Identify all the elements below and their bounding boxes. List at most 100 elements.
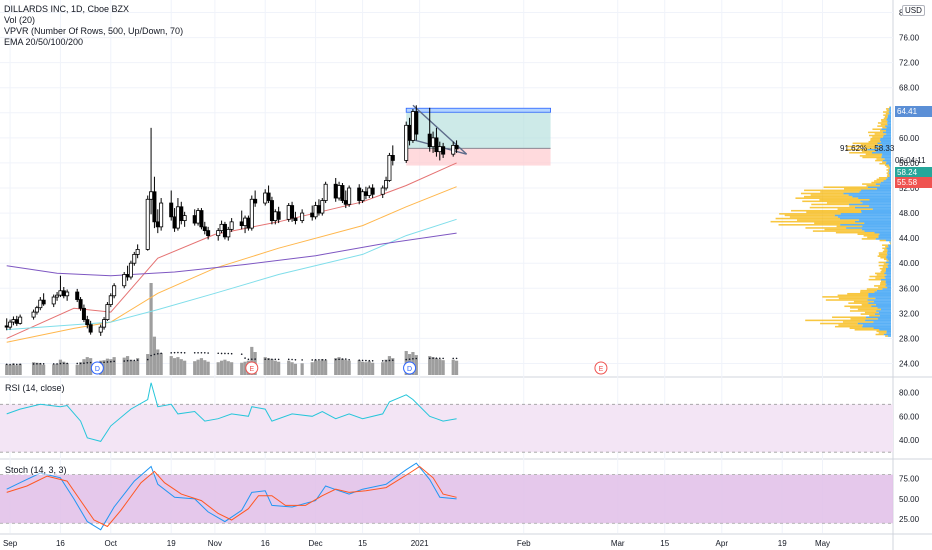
vpvr-up-row <box>889 173 891 176</box>
vpvr-down-row <box>797 219 859 221</box>
volume-ma-dot <box>146 358 149 361</box>
vpvr-down-row <box>870 137 881 140</box>
vpvr-up-row <box>862 225 891 228</box>
candle-body <box>451 144 456 155</box>
vpvr-down-row <box>868 141 881 143</box>
rsi-pane-title[interactable]: RSI (14, close) <box>4 383 66 393</box>
vpvr-up-row <box>886 274 891 276</box>
vpvr-up-row <box>880 137 891 140</box>
vpvr-up-row <box>865 319 891 322</box>
vpvr-indicator-label[interactable]: VPVR (Number Of Rows, 500, Up/Down, 70) <box>4 26 184 36</box>
vpvr-up-row <box>872 208 891 210</box>
stoch-pane-title[interactable]: Stoch (14, 3, 3) <box>4 465 68 475</box>
vpvr-down-row <box>886 175 890 178</box>
volume-bar <box>240 362 244 375</box>
vpvr-down-row <box>876 274 887 276</box>
candle-body <box>18 316 23 324</box>
vpvr-up-row <box>840 213 891 215</box>
vpvr-up-row <box>881 155 891 157</box>
volume-ma-dot <box>358 359 361 361</box>
candle-body <box>98 326 103 333</box>
vpvr-up-row <box>862 202 891 204</box>
candle-body <box>437 146 442 153</box>
volume-ma-dot <box>62 362 65 365</box>
volume-bar <box>293 363 298 375</box>
volume-ma-dot <box>89 361 92 364</box>
vpvr-up-row <box>875 145 891 148</box>
candle-body <box>81 307 86 321</box>
vpvr-up-row <box>885 267 891 270</box>
vpvr-down-row <box>819 198 870 201</box>
volume-ma-dot <box>368 359 371 362</box>
candle-body <box>276 211 281 220</box>
stoch-line-d <box>6 465 457 528</box>
volume-ma-dot <box>15 363 18 366</box>
price-tick-label: 24.00 <box>899 359 920 368</box>
volume-ma-dot <box>371 359 374 362</box>
currency-badge[interactable]: USD <box>902 5 925 16</box>
vpvr-down-row <box>875 277 886 279</box>
candle-body <box>226 228 231 238</box>
volume-bar <box>364 362 368 375</box>
volume-ma-dot <box>338 358 340 361</box>
volume-bar <box>367 361 371 375</box>
countdown-label: 06:04:11 <box>895 156 926 165</box>
volume-bar <box>206 361 210 375</box>
vpvr-down-row <box>811 203 849 206</box>
volume-bar <box>31 362 36 375</box>
volume-ma-dot <box>79 362 82 365</box>
vpvr-up-row <box>861 211 891 214</box>
vpvr-down-row <box>822 296 869 298</box>
candle-body <box>202 226 207 232</box>
ema-indicator-label[interactable]: EMA 20/50/100/200 <box>4 37 84 47</box>
volume-ma-dot <box>415 357 418 360</box>
vpvr-up-row <box>887 114 891 116</box>
candle-body <box>414 111 419 135</box>
vpvr-up-row <box>875 150 891 152</box>
vpvr-up-row <box>868 294 891 297</box>
vpvr-up-row <box>874 231 891 234</box>
vpvr-up-row <box>885 277 891 279</box>
vpvr-up-row <box>857 322 891 325</box>
volume-ma-dot <box>442 357 444 360</box>
time-tick-label: 16 <box>261 539 270 548</box>
candle-body <box>75 291 80 300</box>
volume-bar <box>183 360 187 375</box>
vpvr-up-row <box>860 209 891 212</box>
volume-ma-dot <box>412 357 414 360</box>
candle-body <box>11 319 16 323</box>
vpvr-down-row <box>778 224 841 226</box>
vpvr-up-row <box>848 203 891 206</box>
vpvr-down-row <box>881 120 888 123</box>
vpvr-down-row <box>882 244 888 246</box>
vpvr-down-row <box>883 114 888 116</box>
vpvr-down-row <box>867 236 879 239</box>
volume-indicator-label[interactable]: Vol (20) <box>4 15 36 25</box>
volume-ma-dot <box>408 358 411 360</box>
vpvr-down-row <box>846 145 876 148</box>
volume-bar <box>371 362 375 375</box>
vpvr-down-row <box>852 142 878 145</box>
vpvr-down-row <box>886 172 889 174</box>
volume-ma-dot <box>318 359 320 361</box>
vpvr-up-row <box>859 191 891 193</box>
candle-body <box>347 187 352 205</box>
volume-bar <box>387 356 392 375</box>
vpvr-down-row <box>872 128 882 131</box>
candle-body <box>78 299 83 309</box>
last-price-tag: 58.24 <box>895 167 932 178</box>
volume-bar <box>414 355 418 375</box>
vpvr-down-row <box>860 313 875 315</box>
symbol-title[interactable]: DILLARDS INC, 1D, Cboe BZX <box>4 4 130 14</box>
vpvr-up-row <box>880 184 891 187</box>
volume-bar <box>434 358 439 375</box>
volume-bar <box>152 336 157 375</box>
vpvr-down-row <box>887 173 890 176</box>
volume-ma-dot <box>133 359 136 362</box>
vpvr-up-row <box>884 275 891 278</box>
vpvr-down-row <box>844 188 877 190</box>
candle-body <box>407 124 412 141</box>
volume-bar <box>5 364 9 375</box>
volume-bar <box>196 359 200 375</box>
